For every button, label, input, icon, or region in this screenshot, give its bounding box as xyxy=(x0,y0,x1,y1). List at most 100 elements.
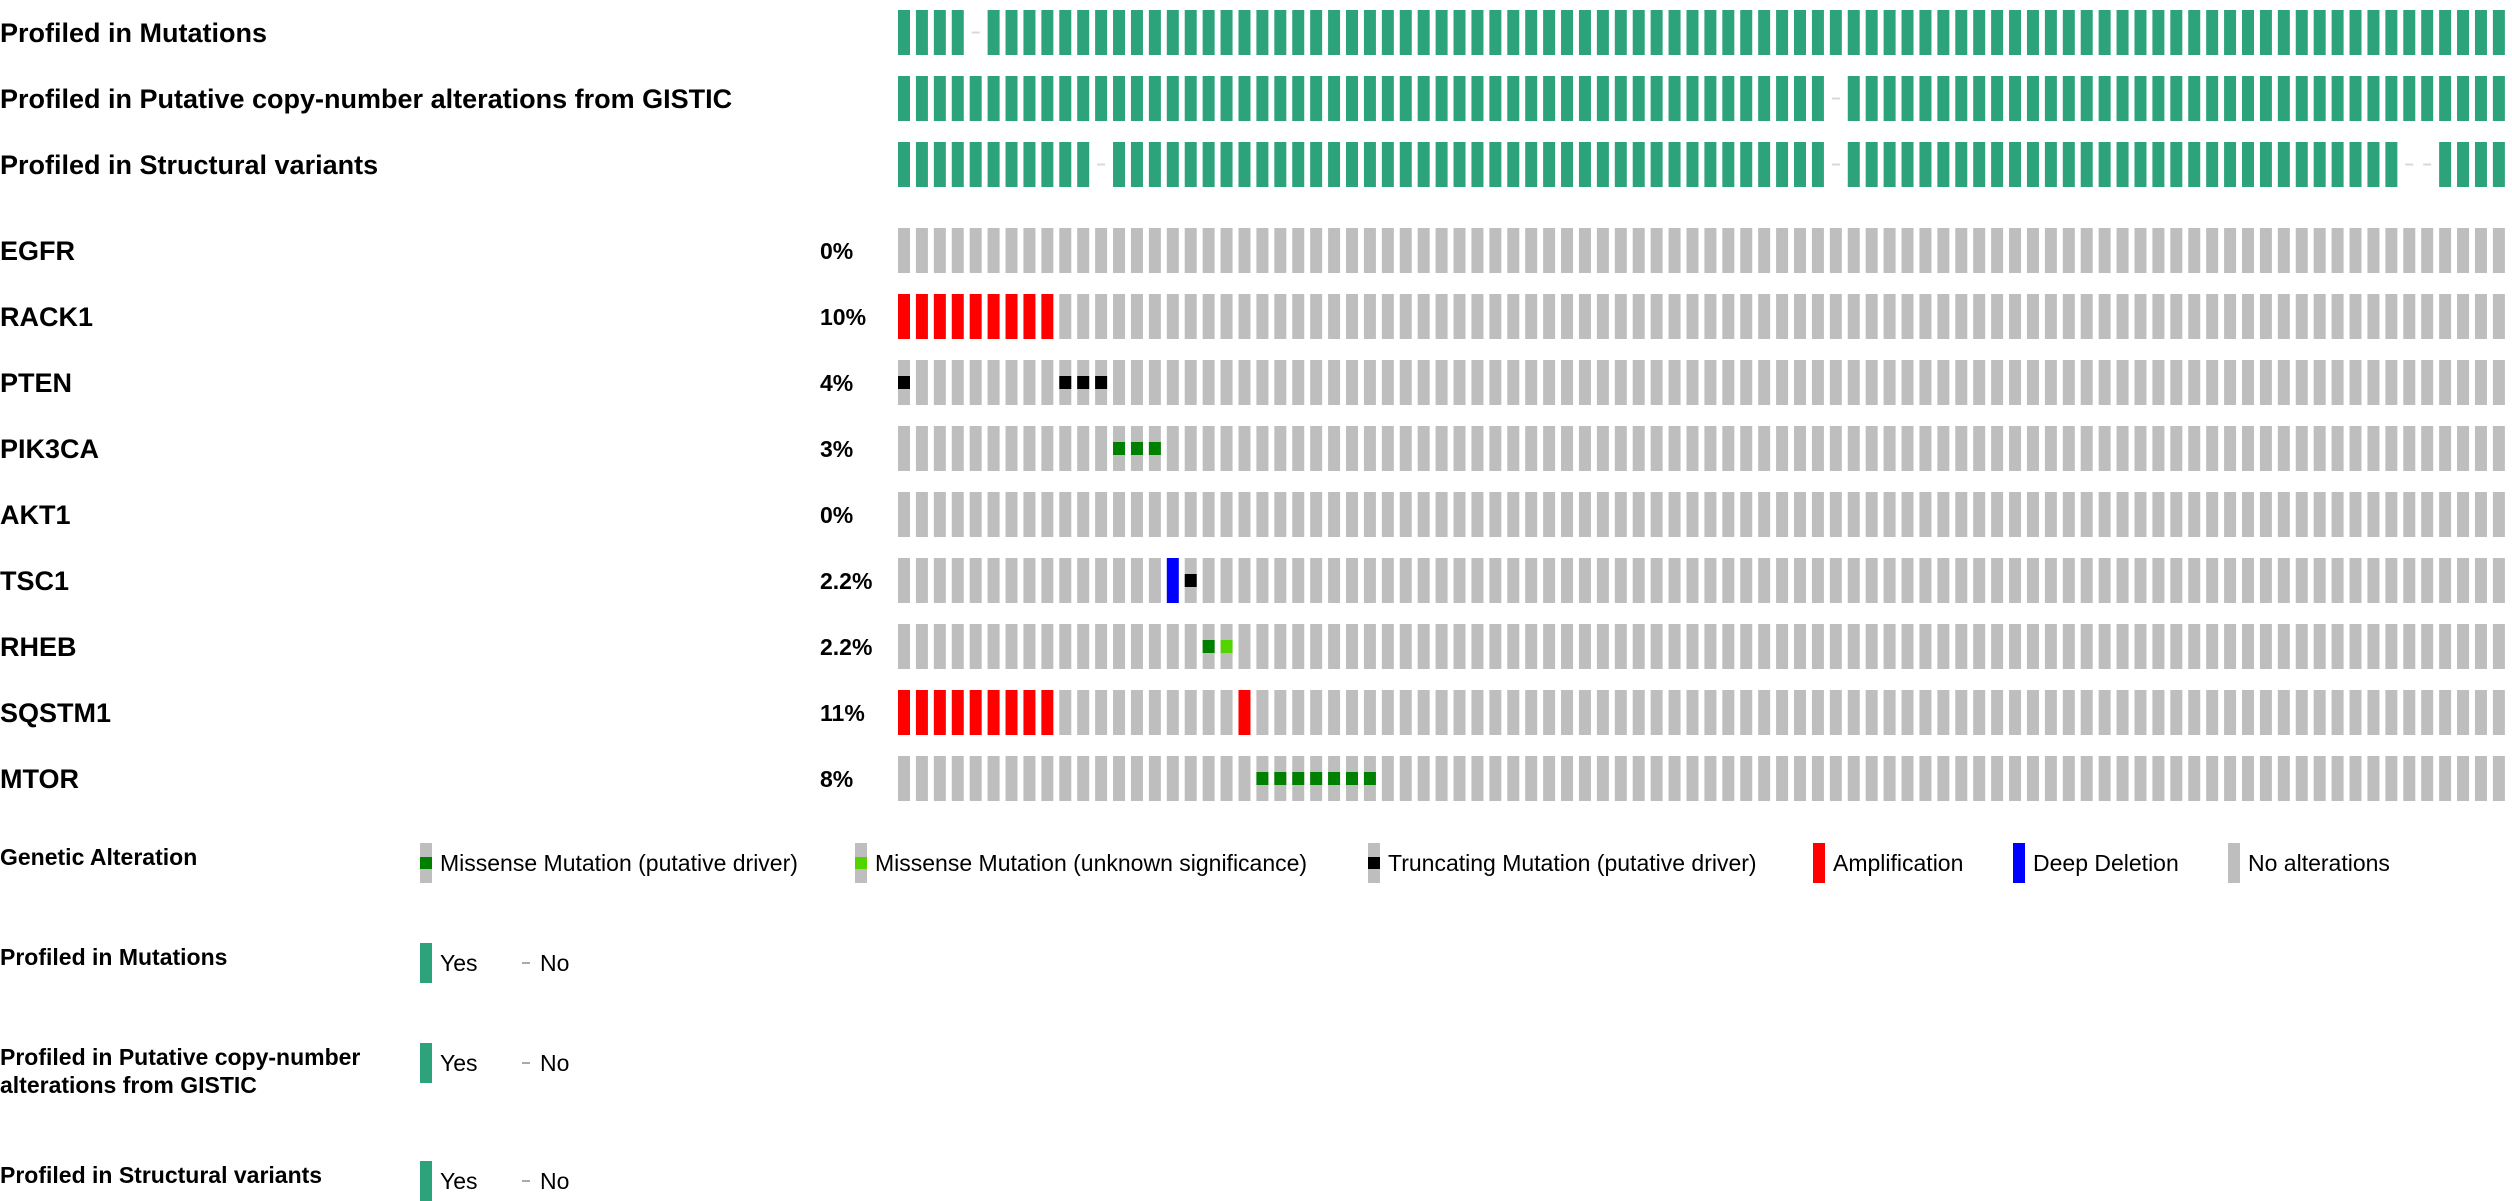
no-alteration-cell xyxy=(1776,360,1789,405)
no-alteration-cell xyxy=(1113,360,1126,405)
no-alteration-cell xyxy=(2349,690,2362,735)
no-alteration-cell xyxy=(969,228,982,273)
no-alteration-cell xyxy=(2385,426,2398,471)
no-alteration-cell xyxy=(2277,756,2290,801)
no-alteration-cell xyxy=(1220,426,1233,471)
no-alteration-cell xyxy=(1776,228,1789,273)
amplification-cell xyxy=(987,690,1000,735)
no-alteration-cell xyxy=(1328,690,1341,735)
profiled-cell xyxy=(1417,10,1430,55)
profiled-cell xyxy=(1346,76,1358,121)
no-alteration-cell xyxy=(2259,426,2272,471)
no-alteration-cell xyxy=(1955,690,1968,735)
no-alteration-cell xyxy=(1543,690,1556,735)
no-alteration-cell xyxy=(1238,426,1251,471)
gene-label-mtor: MTOR xyxy=(0,764,79,794)
no-alteration-cell xyxy=(1740,492,1753,537)
no-alteration-cell xyxy=(1220,228,1233,273)
no-alteration-cell xyxy=(2492,492,2505,537)
no-alteration-cell xyxy=(1991,756,2004,801)
no-alteration-cell xyxy=(1776,492,1789,537)
no-alteration-cell xyxy=(1883,360,1896,405)
no-alteration-cell xyxy=(1543,360,1556,405)
profiled-cell xyxy=(969,76,982,121)
no-alteration-cell xyxy=(2403,624,2416,669)
gene-label-rack1: RACK1 xyxy=(0,302,94,332)
no-alteration-cell xyxy=(2080,360,2093,405)
profiled-cell xyxy=(1346,10,1358,55)
profiled-cell xyxy=(2277,142,2290,187)
no-alteration-cell xyxy=(1543,756,1556,801)
no-alteration-cell xyxy=(1937,756,1950,801)
no-alteration-cell xyxy=(1829,756,1842,801)
no-alteration-cell xyxy=(2403,492,2416,537)
no-alteration-cell xyxy=(1955,624,1968,669)
no-alteration-cell xyxy=(1883,426,1896,471)
track-label-profiled-sv: Profiled in Structural variants xyxy=(0,150,379,180)
no-alteration-cell xyxy=(1328,624,1341,669)
amplification-cell xyxy=(987,294,1000,339)
profiled-cell xyxy=(2134,76,2147,121)
profiled-cell xyxy=(1059,142,1072,187)
no-alteration-cell xyxy=(1077,492,1090,537)
no-alteration-cell xyxy=(1077,294,1090,339)
amplification-cell xyxy=(933,690,946,735)
no-alteration-cell xyxy=(951,492,964,537)
profiled-cell xyxy=(1937,76,1950,121)
no-alteration-cell xyxy=(1005,492,1018,537)
no-alteration-cell xyxy=(1722,426,1735,471)
no-alteration-cell xyxy=(2242,690,2254,735)
no-alteration-cell xyxy=(2116,624,2129,669)
profiled-cell xyxy=(2277,76,2290,121)
no-alteration-cell xyxy=(1113,690,1126,735)
profiled-cell xyxy=(1220,142,1233,187)
profiled-cell xyxy=(1668,76,1681,121)
no-alteration-cell xyxy=(1668,690,1681,735)
profiled-no-swatch xyxy=(522,962,530,964)
no-alteration-cell xyxy=(1614,690,1627,735)
profiled-cell xyxy=(1238,10,1251,55)
no-alteration-cell xyxy=(1955,492,1968,537)
no-alteration-cell xyxy=(1166,294,1179,339)
gene-label-pten: PTEN xyxy=(0,368,73,398)
no-alteration-cell xyxy=(2367,228,2380,273)
profiled-cell xyxy=(1811,10,1824,55)
no-alteration-cell xyxy=(1686,756,1699,801)
no-alteration-cell xyxy=(1561,294,1574,339)
no-alteration-cell xyxy=(1543,228,1556,273)
profiled-cell xyxy=(1077,10,1090,55)
no-alteration-cell xyxy=(1381,360,1394,405)
profiled-cell xyxy=(1220,76,1233,121)
missense-driver-swatch xyxy=(420,843,432,883)
no-alteration-cell xyxy=(2206,492,2219,537)
no-alteration-cell xyxy=(2349,360,2362,405)
no-alteration-cell xyxy=(1023,360,1036,405)
profiled-cell xyxy=(1794,76,1806,121)
no-alteration-cell xyxy=(1041,492,1054,537)
profiled-cell xyxy=(1095,10,1108,55)
no-alteration-cell xyxy=(1274,624,1287,669)
no-alteration-cell xyxy=(1023,426,1036,471)
no-alteration-cell xyxy=(1865,690,1878,735)
profiled-cell xyxy=(1381,76,1394,121)
amplification-cell xyxy=(951,294,964,339)
no-alteration-cell xyxy=(1525,426,1538,471)
amplification-cell xyxy=(1005,690,1018,735)
profiled-cell xyxy=(1704,142,1717,187)
no-alteration-cell xyxy=(933,558,946,603)
profiled-cell xyxy=(2295,10,2308,55)
no-alteration-cell xyxy=(1202,492,1215,537)
no-alteration-cell xyxy=(1059,690,1072,735)
profiled-cell xyxy=(1184,10,1197,55)
no-alteration-cell xyxy=(1399,228,1412,273)
profiled-cell xyxy=(1901,142,1914,187)
no-alteration-cell xyxy=(1829,360,1842,405)
no-alteration-cell xyxy=(2152,228,2165,273)
profiled-cell xyxy=(2349,76,2362,121)
no-alteration-cell xyxy=(1148,228,1161,273)
no-alteration-cell xyxy=(1561,426,1574,471)
no-alteration-cell xyxy=(2080,690,2093,735)
no-alteration-swatch xyxy=(2228,843,2240,883)
profiled-cell xyxy=(1561,76,1574,121)
profiled-cell xyxy=(1614,142,1627,187)
